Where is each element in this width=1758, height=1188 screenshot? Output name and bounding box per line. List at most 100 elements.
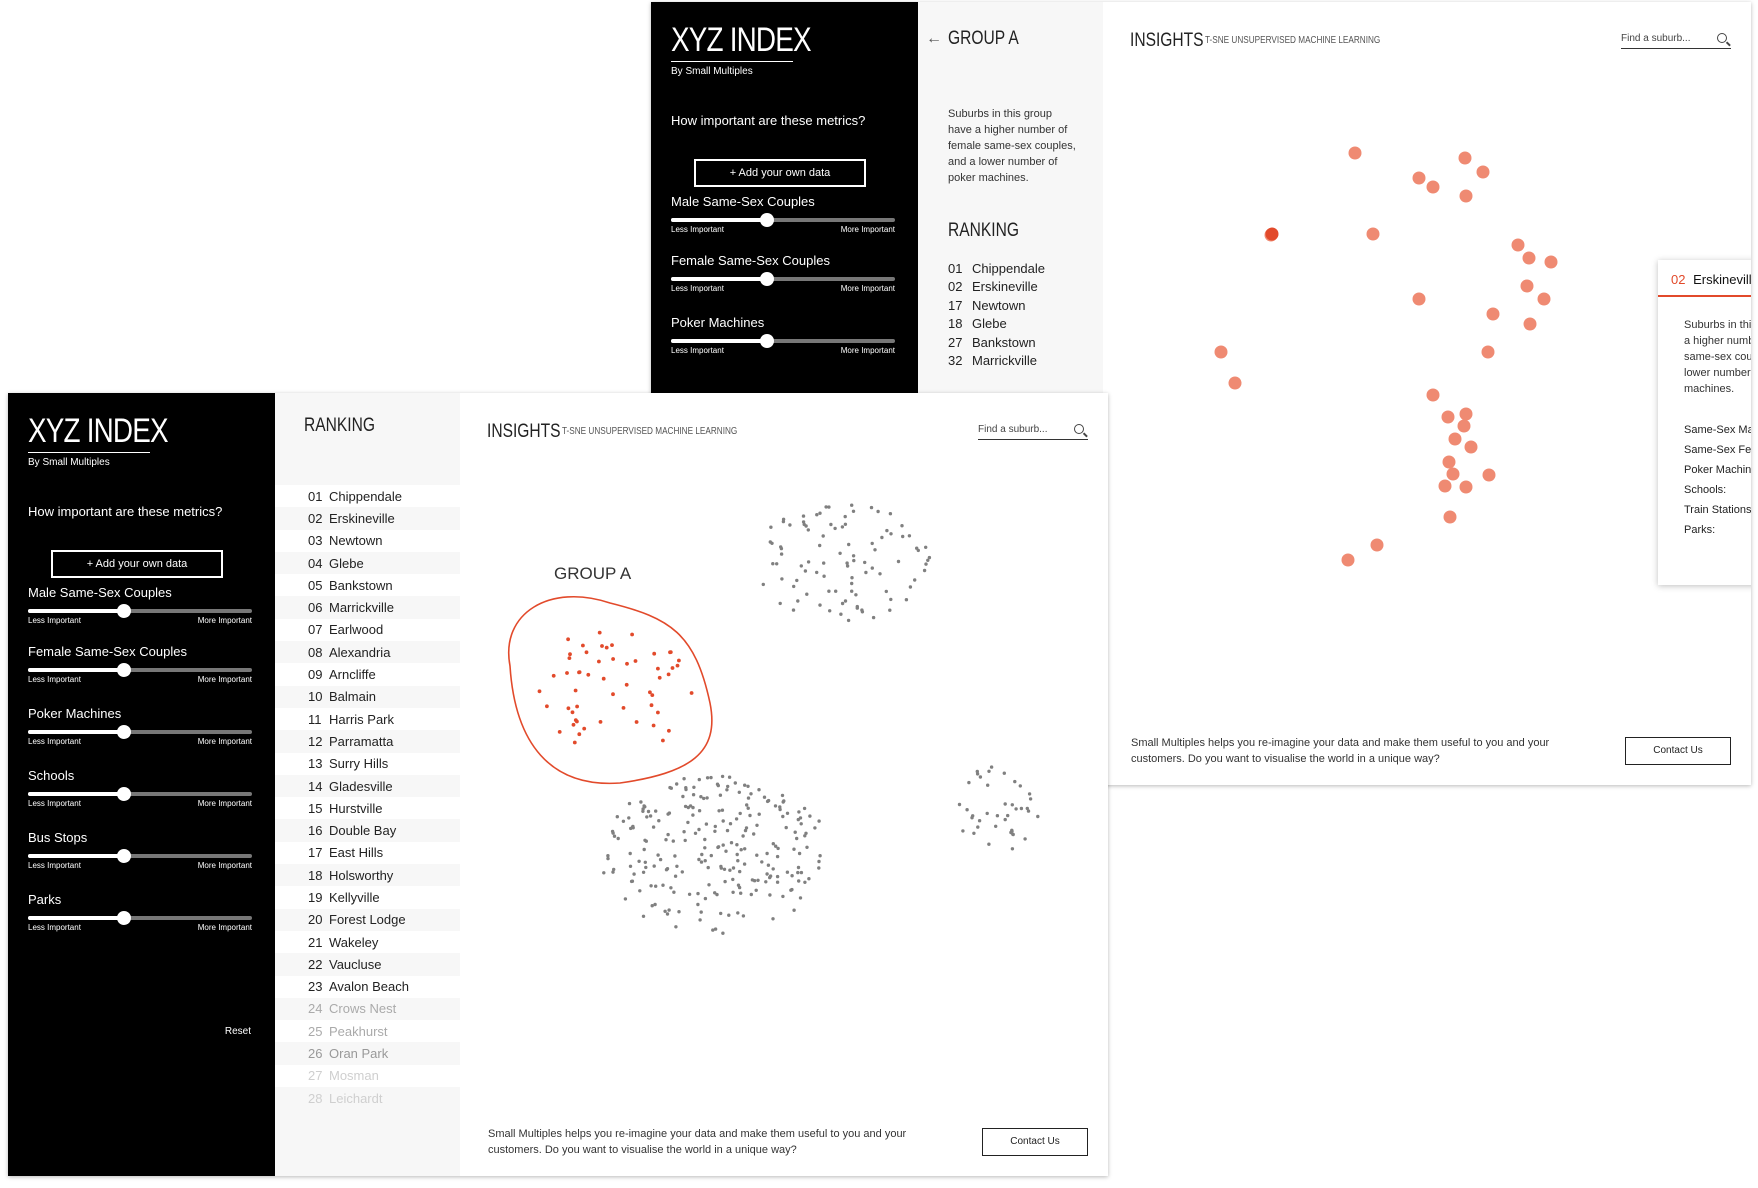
contact-button[interactable]: Contact Us — [982, 1128, 1088, 1156]
suburb-dot[interactable] — [1523, 317, 1537, 331]
suburb-dot[interactable] — [641, 807, 645, 811]
suburb-dot[interactable] — [722, 867, 727, 871]
suburb-dot[interactable] — [634, 720, 639, 724]
suburb-dot[interactable] — [700, 852, 704, 857]
suburb-dot[interactable] — [778, 805, 782, 809]
ranking-row[interactable]: 25 Peakhurst — [275, 1020, 460, 1043]
suburb-dot[interactable] — [693, 831, 698, 835]
suburb-dot[interactable] — [822, 574, 826, 578]
suburb-dot[interactable] — [671, 839, 675, 843]
suburb-dot[interactable] — [649, 703, 654, 708]
suburb-dot[interactable] — [808, 814, 812, 818]
suburb-dot[interactable] — [1448, 432, 1462, 446]
suburb-dot[interactable] — [1426, 388, 1440, 402]
suburb-dot[interactable] — [667, 908, 671, 912]
suburb-dot[interactable] — [680, 870, 684, 874]
suburb-dot[interactable] — [734, 817, 739, 821]
suburb-dot[interactable] — [586, 672, 591, 677]
suburb-dot[interactable] — [978, 775, 983, 779]
suburb-dot[interactable] — [870, 541, 874, 546]
ranking-row[interactable]: 11 Harris Park — [275, 707, 460, 731]
suburb-dot[interactable] — [656, 853, 660, 857]
suburb-dot[interactable] — [630, 825, 635, 829]
ranking-row[interactable]: 24 Crows Nest — [275, 998, 460, 1020]
suburb-dot[interactable] — [795, 578, 799, 583]
suburb-dot[interactable] — [611, 831, 615, 835]
group-ranking-row[interactable]: 02 Erskineville — [948, 278, 1045, 296]
suburb-dot[interactable] — [1370, 538, 1384, 552]
suburb-dot[interactable] — [850, 589, 854, 593]
suburb-dot[interactable] — [644, 865, 648, 870]
suburb-dot[interactable] — [1457, 419, 1471, 433]
suburb-dot[interactable] — [855, 606, 859, 610]
suburb-dot[interactable] — [597, 630, 602, 635]
suburb-dot[interactable] — [683, 838, 687, 843]
suburb-dot[interactable] — [633, 659, 638, 663]
suburb-dot[interactable] — [799, 822, 803, 826]
suburb-dot[interactable] — [739, 848, 743, 852]
suburb-dot[interactable] — [604, 645, 609, 650]
suburb-dot[interactable] — [682, 830, 686, 834]
suburb-dot[interactable] — [682, 777, 686, 781]
suburb-dot[interactable] — [797, 879, 801, 883]
suburb-dot[interactable] — [781, 894, 785, 899]
suburb-dot[interactable] — [713, 891, 717, 895]
suburb-dot[interactable] — [623, 897, 628, 901]
ranking-row[interactable]: 26 Oran Park — [275, 1042, 460, 1064]
suburb-dot[interactable] — [927, 555, 932, 560]
suburb-dot[interactable] — [726, 784, 730, 789]
search-icon[interactable] — [1717, 33, 1727, 43]
suburb-dot[interactable] — [908, 585, 913, 589]
reset-button[interactable]: Reset — [224, 1026, 251, 1037]
suburb-dot[interactable] — [784, 825, 788, 830]
suburb-dot[interactable] — [720, 774, 725, 779]
suburb-dot[interactable] — [771, 562, 775, 566]
contact-button[interactable]: Contact Us — [1625, 737, 1731, 765]
suburb-dot[interactable] — [746, 806, 750, 810]
selected-suburb-dot[interactable] — [1265, 227, 1279, 241]
suburb-dot[interactable] — [972, 831, 976, 835]
suburb-dot[interactable] — [699, 910, 703, 914]
slider-track[interactable] — [28, 725, 252, 739]
suburb-dot[interactable] — [971, 814, 975, 818]
suburb-dot[interactable] — [616, 836, 620, 841]
suburb-dot[interactable] — [796, 599, 800, 603]
suburb-dot[interactable] — [778, 601, 782, 606]
suburb-dot[interactable] — [729, 841, 734, 845]
suburb-dot[interactable] — [720, 808, 725, 812]
suburb-dot[interactable] — [733, 781, 737, 785]
suburb-dot[interactable] — [673, 854, 677, 858]
suburb-dot[interactable] — [749, 892, 753, 897]
suburb-dot[interactable] — [570, 710, 575, 715]
suburb-dot[interactable] — [756, 878, 760, 882]
suburb-dot[interactable] — [907, 534, 912, 538]
ranking-row[interactable]: 23 Avalon Beach — [275, 975, 460, 998]
suburb-dot[interactable] — [566, 706, 571, 711]
suburb-dot[interactable] — [1464, 440, 1478, 454]
suburb-dot[interactable] — [584, 650, 589, 655]
suburb-dot[interactable] — [1003, 802, 1007, 806]
suburb-dot[interactable] — [829, 522, 833, 527]
suburb-dot[interactable] — [648, 690, 652, 695]
suburb-dot[interactable] — [815, 513, 819, 517]
suburb-dot[interactable] — [630, 632, 634, 637]
suburb-dot[interactable] — [860, 608, 864, 612]
suburb-dot[interactable] — [597, 659, 601, 664]
suburb-dot[interactable] — [843, 522, 848, 526]
suburb-dot[interactable] — [801, 520, 806, 524]
slider-knob[interactable] — [117, 787, 132, 801]
slider-knob[interactable] — [117, 663, 132, 677]
suburb-dot[interactable] — [851, 509, 856, 513]
ranking-row[interactable]: 04 Glebe — [275, 552, 460, 574]
suburb-dot[interactable] — [1459, 189, 1473, 203]
suburb-dot[interactable] — [681, 794, 685, 799]
suburb-dot[interactable] — [674, 925, 678, 929]
suburb-dot[interactable] — [827, 589, 831, 593]
suburb-dot[interactable] — [645, 815, 649, 819]
suburb-dot[interactable] — [802, 806, 807, 811]
suburb-dot[interactable] — [771, 867, 775, 871]
slider-knob[interactable] — [760, 213, 775, 227]
slider-knob[interactable] — [760, 272, 775, 286]
suburb-dot[interactable] — [606, 854, 610, 858]
suburb-dot[interactable] — [696, 902, 700, 907]
